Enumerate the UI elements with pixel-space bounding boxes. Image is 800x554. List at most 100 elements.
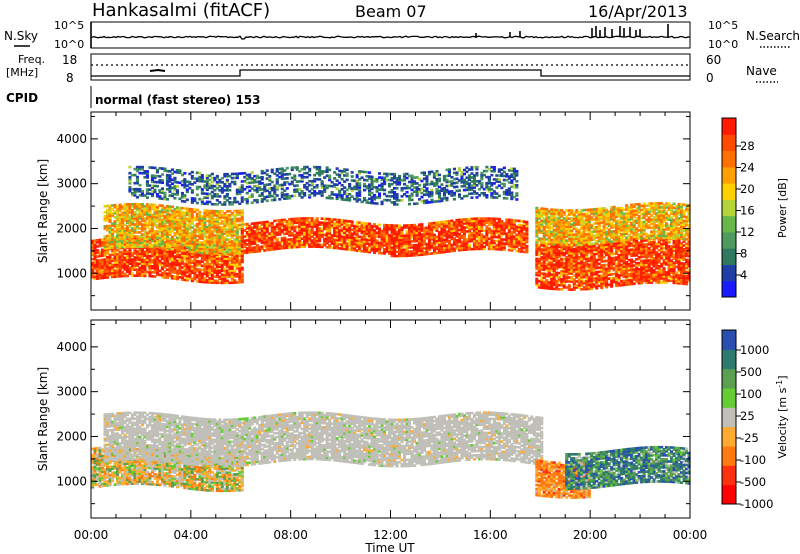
heatmap-cell	[497, 217, 501, 221]
heatmap-cell	[185, 279, 189, 282]
heatmap-cell	[145, 250, 149, 254]
heatmap-cell	[133, 229, 137, 232]
heatmap-cell	[233, 259, 237, 262]
heatmap-cell	[190, 250, 194, 253]
heatmap-cell	[472, 233, 476, 237]
heatmap-cell	[106, 276, 110, 279]
heatmap-cell	[198, 212, 202, 216]
heatmap-cell	[615, 264, 619, 267]
heatmap-cell	[210, 250, 214, 253]
heatmap-cell	[118, 260, 122, 264]
heatmap-cell	[670, 259, 674, 262]
heatmap-cell	[268, 234, 272, 237]
heatmap-cell	[140, 270, 144, 273]
heatmap-cell	[405, 254, 409, 258]
heatmap-cell	[158, 236, 162, 239]
heatmap-cell	[278, 219, 282, 222]
heatmap-cell	[118, 237, 122, 241]
heatmap-cell	[547, 238, 551, 241]
heatmap-cell	[111, 271, 115, 275]
heatmap-cell	[680, 258, 684, 261]
heatmap-cell	[490, 237, 494, 241]
heatmap-cell	[650, 269, 654, 272]
heatmap-cell	[542, 207, 546, 211]
heatmap-cell	[545, 280, 549, 284]
heatmap-cell	[96, 249, 100, 252]
heatmap-cell	[408, 238, 412, 241]
heatmap-cell	[185, 237, 189, 241]
heatmap-cell	[168, 266, 172, 270]
heatmap-cell	[248, 238, 252, 242]
heatmap-cell	[600, 252, 604, 255]
heatmap-cell	[123, 241, 127, 245]
heatmap-cell	[542, 209, 546, 213]
heatmap-cell	[125, 225, 129, 228]
heatmap-cell	[155, 269, 159, 272]
heatmap-cell	[225, 220, 229, 223]
heatmap-cell	[208, 277, 212, 280]
heatmap-cell	[165, 250, 169, 253]
heatmap-cell	[210, 209, 214, 213]
heatmap-cell	[637, 271, 641, 275]
heatmap-cell	[427, 240, 431, 243]
heatmap-cell	[535, 251, 539, 255]
heatmap-cell	[355, 227, 359, 230]
heatmap-cell	[447, 250, 451, 253]
heatmap-cell	[200, 249, 204, 253]
heatmap-cell	[228, 252, 232, 255]
heatmap-cell	[143, 266, 147, 270]
heatmap-cell	[612, 256, 616, 260]
heatmap-cell	[622, 265, 626, 268]
heatmap-cell	[143, 262, 147, 266]
heatmap-cell	[552, 218, 556, 222]
heatmap-cell	[333, 234, 337, 238]
heatmap-cell	[430, 230, 434, 233]
heatmap-cell	[143, 207, 147, 210]
heatmap-cell	[403, 250, 407, 254]
heatmap-cell	[545, 242, 549, 245]
heatmap-cell	[460, 218, 464, 221]
heatmap-cell	[660, 244, 664, 248]
heatmap-cell	[120, 235, 124, 239]
heatmap-cell	[405, 238, 409, 241]
heatmap-cell	[305, 217, 309, 220]
heatmap-cell	[605, 277, 609, 281]
heatmap-cell	[223, 218, 227, 221]
heatmap-cell	[562, 272, 566, 275]
heatmap-cell	[597, 276, 601, 280]
heatmap-cell	[116, 249, 120, 252]
heatmap-cell	[472, 245, 476, 249]
heatmap-cell	[675, 257, 679, 261]
heatmap-cell	[667, 257, 671, 260]
heatmap-cell	[393, 232, 397, 236]
heatmap-cell	[612, 276, 616, 280]
heatmap-cell	[520, 238, 524, 241]
heatmap-cell	[285, 220, 289, 223]
heatmap-cell	[298, 243, 302, 247]
heatmap-cell	[125, 256, 129, 259]
heatmap-cell	[467, 240, 471, 243]
heatmap-cell	[118, 213, 122, 217]
heatmap-cell	[535, 232, 539, 236]
heatmap-cell	[455, 227, 459, 230]
heatmap-cell	[375, 233, 379, 236]
heatmap-cell	[597, 254, 601, 257]
heatmap-cell	[275, 233, 279, 236]
heatmap-cell	[91, 253, 95, 257]
heatmap-cell	[145, 254, 149, 258]
heatmap-cell	[343, 227, 347, 231]
heatmap-cell	[665, 257, 669, 260]
heatmap-cell	[672, 249, 676, 252]
heatmap-cell	[602, 280, 606, 283]
heatmap-cell	[106, 272, 110, 275]
heatmap-cell	[680, 270, 684, 273]
heatmap-cell	[605, 247, 609, 251]
heatmap-cell	[580, 288, 584, 291]
heatmap-cell	[665, 247, 669, 250]
heatmap-cell	[213, 228, 217, 231]
heatmap-cell	[170, 252, 174, 256]
heatmap-cell	[220, 220, 224, 223]
heatmap-cell	[160, 224, 164, 228]
heatmap-cell	[288, 244, 292, 247]
heatmap-cell	[378, 235, 382, 239]
